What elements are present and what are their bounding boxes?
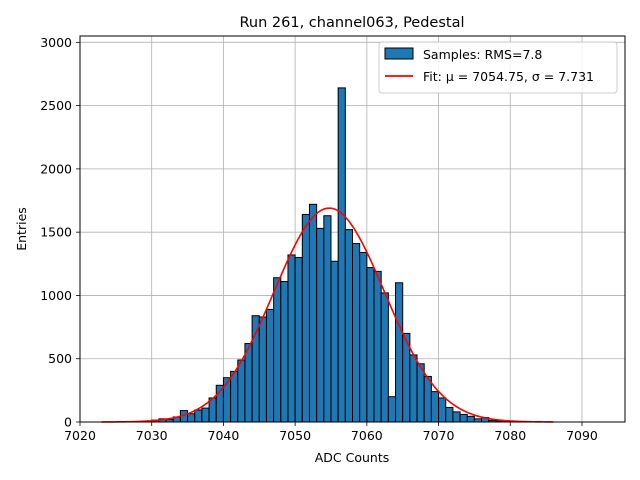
- histogram-bar: [244, 343, 253, 423]
- y-tick-label: 1000: [40, 288, 72, 303]
- fit-curve: [101, 207, 554, 423]
- legend-fit-label: Fit: μ = 7054.75, σ = 7.731: [423, 69, 594, 84]
- histogram-bar: [430, 391, 440, 423]
- y-axis-label: Entries: [14, 207, 29, 251]
- x-axis-ticks: 7020 7030 7040 7050 7060 7070 7080 7090: [64, 422, 598, 443]
- histogram-bar: [380, 292, 389, 423]
- histogram-bar: [366, 267, 375, 423]
- histogram-bar: [265, 308, 275, 423]
- x-tick-label: 7090: [566, 428, 598, 443]
- histogram-bar: [222, 377, 232, 423]
- legend-box: [378, 41, 618, 94]
- histogram-bar: [294, 256, 303, 423]
- histogram-bar: [395, 282, 404, 423]
- chart-title: Run 261, channel063, Pedestal: [239, 15, 464, 31]
- histogram-bar: [359, 251, 368, 423]
- y-tick-label: 2500: [40, 98, 72, 113]
- histogram-bar: [273, 277, 282, 423]
- histogram-bar: [301, 213, 310, 423]
- histogram-bar: [373, 270, 382, 423]
- histogram-bar: [445, 406, 454, 423]
- histogram-bar: [387, 396, 397, 423]
- histogram-bar: [237, 359, 246, 423]
- x-tick-label: 7030: [136, 428, 168, 443]
- histogram-bars: [151, 87, 511, 423]
- axes-frame: [79, 35, 626, 423]
- histogram-bar: [280, 281, 289, 423]
- y-tick-label: 1500: [40, 225, 72, 240]
- legend-histogram-label: Samples: RMS=7.8: [423, 47, 542, 62]
- histogram-bar: [316, 227, 325, 423]
- histogram-bar: [201, 407, 210, 423]
- histogram-bar: [466, 415, 475, 423]
- x-tick-label: 7080: [494, 428, 526, 443]
- x-tick-label: 7060: [351, 428, 383, 443]
- legend: Samples: RMS=7.8 Fit: μ = 7054.75, σ = 7…: [378, 41, 618, 94]
- histogram-bar: [258, 316, 267, 423]
- y-tick-label: 0: [64, 415, 72, 430]
- histogram-bar: [323, 215, 332, 423]
- histogram-bar: [194, 409, 203, 423]
- x-tick-label: 7040: [208, 428, 240, 443]
- histogram-bar: [438, 397, 447, 423]
- x-axis-label: ADC Counts: [315, 450, 390, 465]
- x-tick-label: 7020: [64, 428, 96, 443]
- plot-area: [79, 35, 626, 423]
- y-tick-label: 3000: [40, 35, 72, 50]
- x-tick-label: 7050: [279, 428, 311, 443]
- histogram-bar: [230, 370, 239, 423]
- y-tick-label: 2000: [40, 161, 72, 176]
- histogram-bar: [308, 203, 318, 423]
- x-tick-label: 7070: [423, 428, 455, 443]
- histogram-bar: [330, 260, 339, 423]
- histogram-bar: [287, 254, 296, 423]
- histogram-bar: [344, 229, 354, 423]
- histogram-bar: [459, 413, 468, 423]
- histogram-bar: [187, 413, 196, 423]
- y-tick-label: 500: [48, 351, 72, 366]
- legend-histogram-swatch: [384, 47, 414, 60]
- histogram-bar: [352, 243, 361, 423]
- histogram-bar: [337, 87, 346, 423]
- histogram-bar: [423, 375, 432, 423]
- y-axis-ticks: 0 500 1000 1500 2000 2500 3000: [40, 35, 80, 430]
- histogram-bar: [452, 411, 461, 423]
- histogram-bar: [409, 354, 418, 423]
